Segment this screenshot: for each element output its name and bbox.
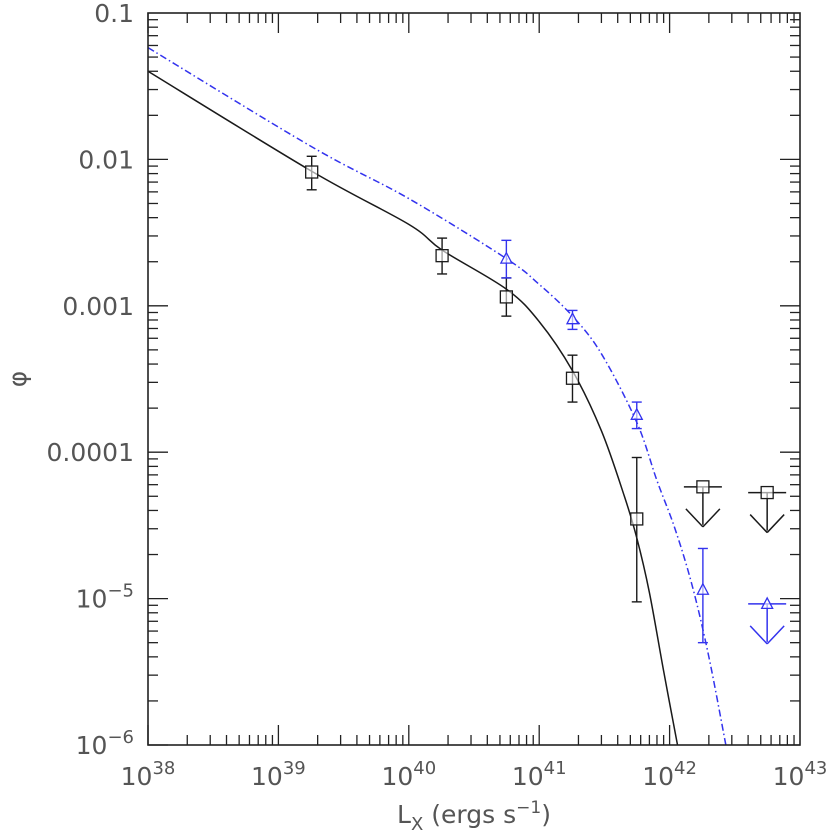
square-marker xyxy=(696,480,710,494)
y-tick-base: 10 xyxy=(76,731,108,760)
x-tick-base: 10 xyxy=(381,762,413,791)
x-tick-base: 10 xyxy=(773,762,805,791)
triangle-marker xyxy=(696,582,710,595)
x-tick-label: 1039 xyxy=(251,758,306,791)
x-tick-exp: 38 xyxy=(152,758,175,779)
y-tick-label: 0.1 xyxy=(94,0,134,28)
upper-limit-arrow-right xyxy=(702,508,721,528)
x-axis-label: LX (ergs s−1) xyxy=(397,798,551,835)
data-point-series-1 xyxy=(499,277,514,317)
x-axis-label-units: (ergs s xyxy=(423,800,516,829)
x-tick-exp: 40 xyxy=(413,758,436,779)
y-tick-label: 0.01 xyxy=(78,145,134,174)
x-axis-label-sub: X xyxy=(411,814,423,835)
x-tick-exp: 39 xyxy=(283,758,306,779)
square-marker xyxy=(565,371,580,385)
x-tick-label: 1042 xyxy=(642,758,697,791)
y-tick-base: 10 xyxy=(76,585,108,614)
data-point-series-2 xyxy=(696,547,710,644)
plot-frame xyxy=(147,12,801,746)
data-point-series-1 xyxy=(305,155,319,191)
y-axis-label: φ xyxy=(3,371,32,388)
upper-limit-series-1 xyxy=(748,485,787,534)
x-axis-label-base: L xyxy=(397,800,411,829)
y-tick-exp: −6 xyxy=(107,727,134,748)
y-tick-exp: −5 xyxy=(107,581,134,602)
x-tick-label: 1038 xyxy=(121,758,176,791)
y-tick-label: 10−5 xyxy=(76,581,134,614)
fit-curve-series-1 xyxy=(148,70,679,745)
x-tick-exp: 42 xyxy=(674,758,697,779)
upper-limit-series-1 xyxy=(683,480,722,528)
square-marker xyxy=(630,512,644,526)
tick-marks xyxy=(147,13,800,746)
fit-curve-series-2 xyxy=(148,46,727,745)
triangle-marker xyxy=(565,311,580,325)
triangle-marker xyxy=(499,251,513,264)
x-tick-base: 10 xyxy=(642,762,674,791)
triangle-marker xyxy=(630,407,644,420)
upper-limit-arrow-left xyxy=(749,514,768,534)
x-tick-base: 10 xyxy=(512,762,544,791)
x-tick-base: 10 xyxy=(251,762,283,791)
upper-limit-series-2 xyxy=(748,596,787,645)
x-axis-label-close: ) xyxy=(541,800,551,829)
triangle-marker xyxy=(760,596,774,610)
x-tick-exp: 43 xyxy=(804,758,827,779)
y-tick-label: 0.0001 xyxy=(47,438,134,467)
upper-limit-arrow-left xyxy=(749,625,768,645)
upper-limit-arrow-right xyxy=(766,514,785,534)
data-points xyxy=(305,155,787,645)
data-point-series-2 xyxy=(565,309,580,331)
x-axis-label-exp: −1 xyxy=(516,798,541,818)
y-tick-label: 10−6 xyxy=(76,727,134,760)
data-point-series-2 xyxy=(499,239,513,279)
tick-labels: 1038 1039 1040 1041 1042 10430.10.010.0010.00… xyxy=(47,0,828,791)
square-marker xyxy=(499,290,514,304)
x-tick-base: 10 xyxy=(121,762,153,791)
upper-limit-arrow-left xyxy=(685,508,704,528)
upper-limit-arrow-right xyxy=(766,625,785,645)
fit-curves xyxy=(148,46,727,745)
x-tick-exp: 41 xyxy=(544,758,567,779)
square-marker xyxy=(760,485,774,500)
square-marker xyxy=(305,165,319,179)
data-point-series-1 xyxy=(435,237,449,275)
data-point-series-1 xyxy=(630,456,644,603)
x-tick-label: 1043 xyxy=(773,758,828,791)
data-point-series-2 xyxy=(630,401,644,430)
square-marker xyxy=(435,249,449,263)
y-tick-label: 0.001 xyxy=(62,292,134,321)
x-tick-label: 1041 xyxy=(512,758,567,791)
data-point-series-1 xyxy=(565,354,580,403)
x-tick-label: 1040 xyxy=(381,758,436,791)
